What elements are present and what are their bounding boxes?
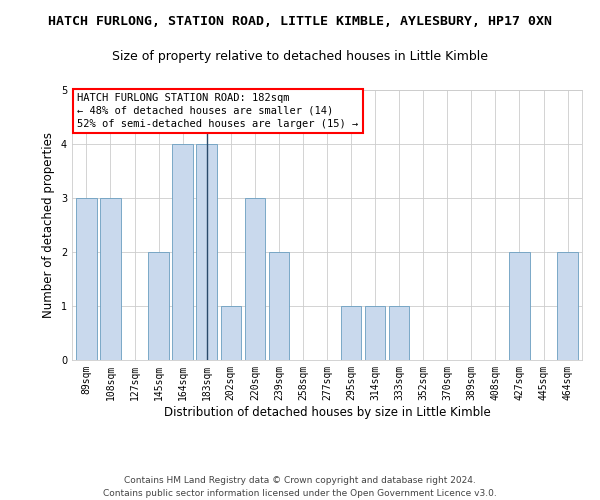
Bar xyxy=(389,306,409,360)
Text: HATCH FURLONG, STATION ROAD, LITTLE KIMBLE, AYLESBURY, HP17 0XN: HATCH FURLONG, STATION ROAD, LITTLE KIMB… xyxy=(48,15,552,28)
Bar xyxy=(221,306,241,360)
Bar xyxy=(172,144,193,360)
X-axis label: Distribution of detached houses by size in Little Kimble: Distribution of detached houses by size … xyxy=(164,406,490,418)
Bar xyxy=(148,252,169,360)
Bar xyxy=(557,252,578,360)
Bar xyxy=(509,252,530,360)
Bar xyxy=(269,252,289,360)
Text: HATCH FURLONG STATION ROAD: 182sqm
← 48% of detached houses are smaller (14)
52%: HATCH FURLONG STATION ROAD: 182sqm ← 48%… xyxy=(77,92,358,129)
Bar xyxy=(76,198,97,360)
Text: Contains HM Land Registry data © Crown copyright and database right 2024.
Contai: Contains HM Land Registry data © Crown c… xyxy=(103,476,497,498)
Bar xyxy=(341,306,361,360)
Bar xyxy=(100,198,121,360)
Text: Size of property relative to detached houses in Little Kimble: Size of property relative to detached ho… xyxy=(112,50,488,63)
Y-axis label: Number of detached properties: Number of detached properties xyxy=(43,132,55,318)
Bar xyxy=(196,144,217,360)
Bar xyxy=(245,198,265,360)
Bar xyxy=(365,306,385,360)
